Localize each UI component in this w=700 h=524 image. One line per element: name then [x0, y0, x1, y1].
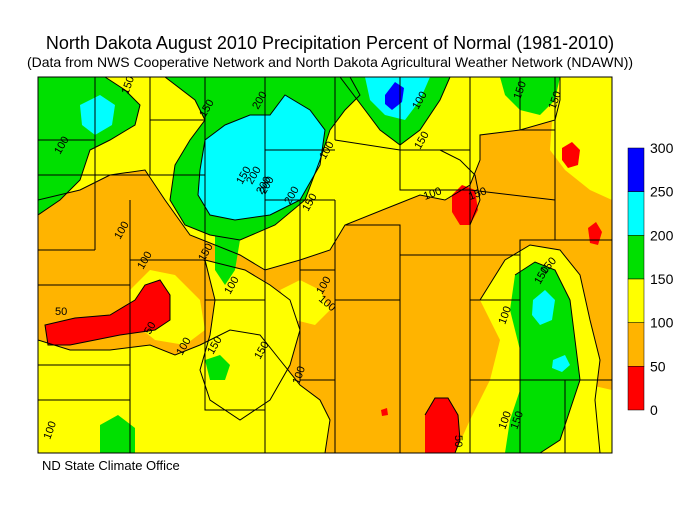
legend-swatch — [627, 278, 645, 323]
zone-0-50-north-east — [452, 185, 478, 225]
zone-100-150-ne — [550, 77, 612, 200]
contour-value-label: 50 — [142, 320, 159, 337]
contour-line — [38, 77, 141, 216]
contour-line — [38, 329, 331, 453]
zone-0-50-tiny — [381, 408, 388, 416]
zone-150-200-south-spot — [100, 415, 135, 453]
legend-tick-label: 250 — [650, 184, 674, 200]
legend-tick-label: 50 — [650, 358, 666, 374]
legend-swatch — [627, 147, 645, 192]
contour-value-label: 150 — [512, 80, 530, 101]
contour-line — [424, 397, 461, 453]
legend-swatch — [627, 322, 645, 367]
zone-150-200-northeast — [500, 77, 560, 115]
zone-150-200-center-spot — [205, 355, 230, 380]
contour-value-label: 100 — [497, 305, 515, 326]
contour-value-label: 150 — [509, 410, 527, 431]
contour-value-label: 150 — [120, 75, 138, 96]
zone-250-300-north — [385, 82, 404, 110]
zone-200-250-east-blob — [532, 290, 555, 325]
legend-tick-label: 0 — [650, 402, 658, 418]
legend: 300 250 200 150 100 50 0 — [627, 140, 674, 418]
zone-0-50-west — [45, 280, 170, 345]
contour-value-label: 100 — [291, 365, 309, 386]
contour-value-label: 150 — [547, 90, 565, 111]
contour-line — [514, 261, 581, 453]
zone-150-200-northwest — [38, 77, 140, 215]
contour-line — [197, 94, 326, 221]
zone-100-150-mid — [280, 280, 330, 325]
legend-swatch — [627, 366, 645, 411]
legend-swatch — [627, 191, 645, 236]
contour-value-label: 100 — [422, 185, 443, 203]
legend-tick-label: 100 — [650, 315, 674, 331]
legend-swatch — [627, 235, 645, 280]
zone-0-50-south — [425, 398, 460, 453]
zone-200-250-nw-blob — [80, 95, 115, 135]
contour-value-label: 150 — [467, 185, 488, 203]
legend-tick-label: 200 — [650, 227, 674, 243]
map-title: North Dakota August 2010 Precipitation P… — [45, 33, 615, 53]
contour-line — [164, 77, 361, 241]
zone-150-200-east — [505, 262, 580, 453]
zone-200-250-north-center — [198, 95, 325, 220]
legend-tick-label: 150 — [650, 271, 674, 287]
zone-200-250-east-spot — [552, 355, 570, 372]
contour-line — [199, 259, 301, 421]
map-subtitle: (Data from NWS Cooperative Network and N… — [26, 54, 634, 70]
legend-tick-label: 300 — [650, 140, 674, 156]
credit-text: ND State Climate Office — [42, 458, 180, 473]
zone-0-50-east-edge-2 — [588, 222, 602, 245]
contour-line — [44, 279, 171, 346]
county-boundaries — [37, 76, 613, 454]
contour-value-label: 100 — [42, 420, 60, 441]
contour-value-label: 50 — [452, 435, 464, 447]
contour-value-label: 100 — [497, 410, 515, 431]
contour-value-label: 50 — [55, 306, 67, 318]
contour-line — [439, 149, 481, 226]
zone-0-50-east-edge — [562, 142, 580, 168]
